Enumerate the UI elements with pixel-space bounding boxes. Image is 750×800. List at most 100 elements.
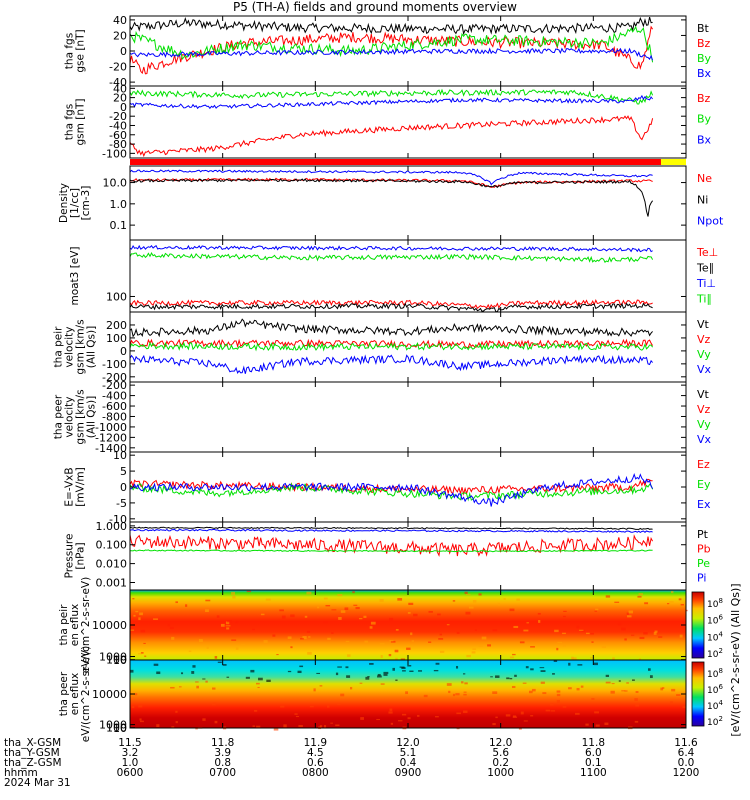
spectrogram-texture bbox=[134, 693, 138, 696]
spectrogram-texture bbox=[156, 671, 161, 675]
colorbar-tick-label: 102 bbox=[707, 647, 723, 660]
spectrogram-texture bbox=[226, 627, 230, 630]
spectrogram-texture bbox=[304, 615, 308, 618]
spectrogram-texture bbox=[235, 622, 238, 624]
spectrogram-texture bbox=[138, 617, 141, 621]
spectrogram-texture bbox=[528, 690, 533, 694]
spectrogram-texture bbox=[205, 609, 209, 613]
spectrogram-texture bbox=[487, 644, 492, 647]
y-tick-label: -80 bbox=[109, 138, 127, 151]
spectrogram-texture bbox=[556, 693, 561, 697]
colorbar-label: [eV/(cm^2-s-sr-eV) (All Qs)] bbox=[729, 583, 742, 736]
spectrogram-texture bbox=[435, 716, 439, 718]
legend-label-Ne: Ne bbox=[697, 172, 712, 185]
spectrogram-texture bbox=[611, 683, 615, 685]
spectrogram-texture bbox=[495, 716, 498, 719]
spectrogram-texture bbox=[662, 687, 665, 689]
spectrogram-texture bbox=[556, 700, 560, 704]
y-tick-label: 0.1 bbox=[110, 219, 128, 232]
y-tick-label: 1.000 bbox=[96, 520, 128, 533]
spectrogram-texture bbox=[347, 654, 351, 657]
spectrogram-texture bbox=[287, 670, 292, 673]
panel-7: 10 5 0 -5 -10 E=-VxB [mV/m] Ez Ey Ex bbox=[64, 449, 711, 526]
spectrogram-texture bbox=[256, 682, 260, 685]
spectrogram-texture bbox=[472, 648, 477, 650]
legend-label-Vt: Vt bbox=[697, 318, 710, 331]
spectrogram-texture bbox=[589, 657, 593, 659]
series-line-Pi bbox=[129, 528, 653, 534]
spectrogram-texture bbox=[605, 674, 610, 677]
spectrogram-texture bbox=[290, 614, 295, 618]
spectrogram-texture bbox=[601, 645, 606, 649]
spectrogram-texture bbox=[175, 710, 178, 713]
spectrogram-texture bbox=[225, 621, 230, 625]
spectrogram-texture bbox=[576, 687, 580, 691]
y-axis-label: (All Qs)] bbox=[86, 326, 98, 368]
spectrogram-texture bbox=[212, 702, 217, 704]
spectrogram-texture bbox=[171, 726, 175, 729]
y-axis-label: (All Qs)] bbox=[86, 396, 98, 438]
spectrogram-texture bbox=[409, 670, 414, 672]
spectrogram-texture bbox=[413, 613, 418, 617]
spectrogram-texture bbox=[522, 682, 527, 684]
spectrogram-texture bbox=[417, 714, 420, 717]
y-axis-label: tha peer bbox=[58, 671, 70, 716]
spectrogram-texture bbox=[437, 613, 441, 616]
spectrogram-texture bbox=[411, 640, 415, 642]
y-tick-label: 1000 bbox=[99, 719, 127, 732]
spectrogram-texture bbox=[295, 715, 299, 718]
spectrogram-texture bbox=[216, 615, 220, 618]
panel-frame bbox=[129, 165, 687, 241]
spectrogram-texture bbox=[466, 654, 471, 658]
y-axis-label: [nPa] bbox=[75, 542, 87, 569]
spectrogram-texture bbox=[273, 727, 279, 731]
spectrogram-texture bbox=[550, 703, 554, 706]
spectrogram-texture bbox=[379, 643, 385, 646]
spectrogram-texture bbox=[260, 613, 265, 616]
spectrogram-texture bbox=[298, 725, 303, 727]
footer-tick-x: 12.0 bbox=[489, 737, 512, 749]
spectrogram-texture bbox=[130, 669, 134, 673]
series-line-By bbox=[129, 25, 654, 63]
spectrogram-texture bbox=[632, 679, 635, 681]
spectrogram-texture bbox=[568, 662, 571, 666]
time-label: hhmm bbox=[4, 767, 38, 779]
spectrogram-texture bbox=[254, 709, 258, 712]
spectrogram-texture bbox=[390, 722, 393, 725]
spectrogram-texture bbox=[590, 632, 594, 635]
spectrogram-texture bbox=[131, 706, 135, 709]
y-tick-label: 100 bbox=[106, 722, 127, 735]
spectrogram-texture bbox=[377, 675, 382, 678]
spectrogram-texture bbox=[638, 593, 643, 596]
y-tick-label: 10 bbox=[113, 654, 127, 667]
spectrogram-texture bbox=[512, 715, 517, 718]
y-tick-label: 100 bbox=[106, 290, 127, 303]
spectrogram-texture bbox=[231, 639, 237, 641]
spectrogram-texture bbox=[220, 623, 225, 627]
y-tick-label: 200 bbox=[106, 319, 127, 332]
spectrogram-texture bbox=[463, 693, 467, 696]
spectrogram-texture bbox=[634, 720, 639, 723]
spectrogram-texture bbox=[550, 710, 556, 712]
y-tick-label: -200 bbox=[102, 379, 127, 392]
spectrogram-texture bbox=[235, 647, 239, 650]
series-line-Pt bbox=[129, 526, 653, 530]
y-axis-label: E=-VxB bbox=[64, 467, 76, 506]
y-tick-label: 20 bbox=[113, 92, 127, 105]
y-axis-label: tha peir bbox=[58, 604, 70, 646]
footer-tick-t: 0600 bbox=[117, 767, 144, 779]
legend-label-Ez: Ez bbox=[697, 458, 710, 471]
footer-tick-z: 0.0 bbox=[678, 757, 695, 769]
y-tick-label: 40 bbox=[113, 82, 127, 95]
spectrogram-texture bbox=[438, 638, 444, 640]
spectrogram-texture bbox=[191, 671, 195, 674]
spectrogram-texture bbox=[649, 675, 653, 679]
y-tick-label: 0.010 bbox=[96, 558, 128, 571]
y-tick-label: 10 bbox=[113, 722, 127, 735]
spectrogram-texture bbox=[635, 704, 640, 707]
spectrogram-texture bbox=[198, 639, 203, 643]
legend-label-Bz: Bz bbox=[697, 92, 711, 105]
spectrogram-texture bbox=[246, 590, 252, 593]
